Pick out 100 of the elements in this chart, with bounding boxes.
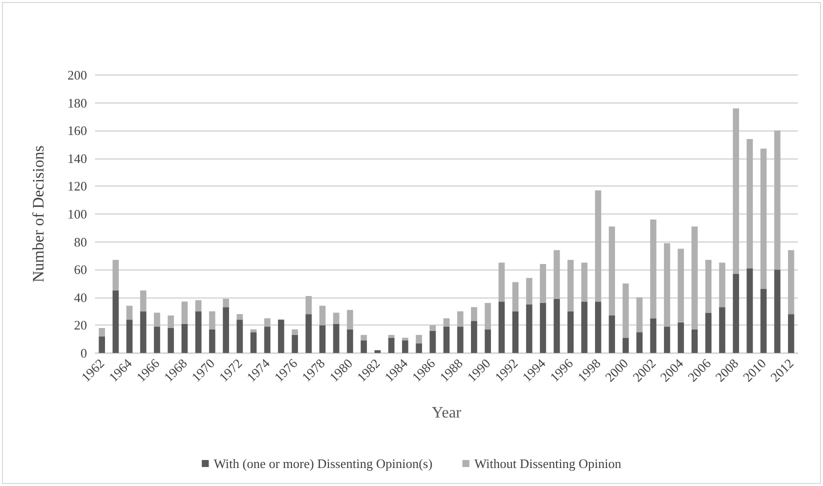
- bar: [457, 326, 464, 353]
- y-axis-title: Number of Decisions: [30, 146, 48, 282]
- legend-label: With (one or more) Dissenting Opinion(s): [214, 456, 432, 471]
- bar: [181, 302, 188, 324]
- bar: [526, 278, 532, 304]
- y-tick-label: 100: [68, 206, 87, 222]
- bar: [595, 190, 602, 302]
- bar: [374, 350, 381, 353]
- bar: [567, 311, 574, 353]
- bar: [650, 220, 656, 318]
- y-tick-label: 160: [68, 123, 87, 138]
- bar: [346, 329, 354, 353]
- bar: [692, 226, 698, 330]
- bar: [678, 322, 684, 353]
- bar: [319, 325, 326, 353]
- bar: [746, 268, 753, 353]
- bar: [443, 326, 450, 353]
- bar: [719, 262, 726, 308]
- bar: [705, 312, 712, 353]
- bar: [608, 226, 616, 316]
- bar: [774, 270, 780, 353]
- bar: [746, 138, 753, 268]
- bar: [360, 340, 367, 353]
- bar: [264, 318, 270, 327]
- y-tick-label: 200: [68, 68, 87, 82]
- y-tick-label: 0: [80, 346, 87, 360]
- bar: [292, 329, 298, 335]
- bar: [430, 330, 436, 353]
- bar: [498, 262, 505, 302]
- bar: [540, 302, 546, 353]
- bar: [306, 296, 312, 314]
- bar: [512, 282, 519, 312]
- bar: [333, 312, 340, 324]
- bar: [222, 307, 230, 353]
- bar: [608, 315, 616, 353]
- bar: [430, 325, 436, 331]
- bar: [416, 334, 422, 344]
- bar: [443, 318, 450, 327]
- bar: [732, 108, 740, 274]
- bar: [264, 326, 270, 353]
- bar: [705, 260, 712, 313]
- bar: [195, 300, 202, 312]
- y-tick-label: 60: [74, 262, 87, 278]
- bar: [126, 306, 133, 320]
- bar: [650, 318, 656, 353]
- y-tick-label: 20: [74, 318, 87, 333]
- bar: [168, 328, 174, 353]
- bar: [209, 329, 216, 353]
- bar: [126, 320, 133, 353]
- bar: [664, 243, 670, 327]
- bar: [622, 284, 629, 338]
- bar: [774, 130, 780, 270]
- x-axis-title: Year: [432, 404, 462, 422]
- bar: [236, 314, 243, 320]
- bar: [278, 320, 284, 353]
- bar: [636, 297, 643, 332]
- bar: [333, 324, 340, 353]
- bar: [457, 311, 464, 327]
- bar: [209, 311, 216, 330]
- bar: [168, 315, 174, 328]
- y-tick-label: 180: [68, 95, 87, 110]
- bar: [195, 311, 202, 353]
- bar: [140, 290, 146, 312]
- bar: [360, 334, 367, 340]
- bar: [788, 314, 794, 353]
- bar: [567, 260, 574, 312]
- bar: [416, 343, 422, 353]
- bar: [760, 148, 767, 290]
- bar: [98, 336, 105, 353]
- bar: [402, 340, 408, 353]
- bar: [470, 307, 478, 322]
- bar: [512, 311, 519, 353]
- bar: [581, 262, 588, 302]
- bar: [484, 329, 491, 353]
- bar: [636, 332, 643, 353]
- y-tick-label: 140: [68, 150, 87, 166]
- bar: [719, 307, 726, 353]
- bar: [595, 302, 602, 353]
- bar: [470, 321, 478, 353]
- bar: [388, 338, 394, 353]
- bar: [664, 326, 670, 353]
- bar: [732, 274, 740, 353]
- bar: [526, 304, 532, 353]
- bar: [554, 250, 560, 299]
- bar: [154, 312, 160, 327]
- bar: [236, 320, 243, 353]
- bar: [402, 338, 408, 340]
- bar: [98, 328, 105, 336]
- bar: [250, 332, 257, 353]
- y-tick-label: 120: [68, 178, 87, 194]
- bar: [319, 306, 326, 326]
- bar: [306, 314, 312, 353]
- bar: [292, 334, 298, 353]
- y-tick-label: 40: [74, 290, 87, 305]
- bar: [788, 250, 794, 314]
- bar: [692, 329, 698, 353]
- bar: [112, 260, 119, 290]
- bar: [181, 324, 188, 353]
- bar: [540, 264, 546, 303]
- bar: [346, 310, 354, 330]
